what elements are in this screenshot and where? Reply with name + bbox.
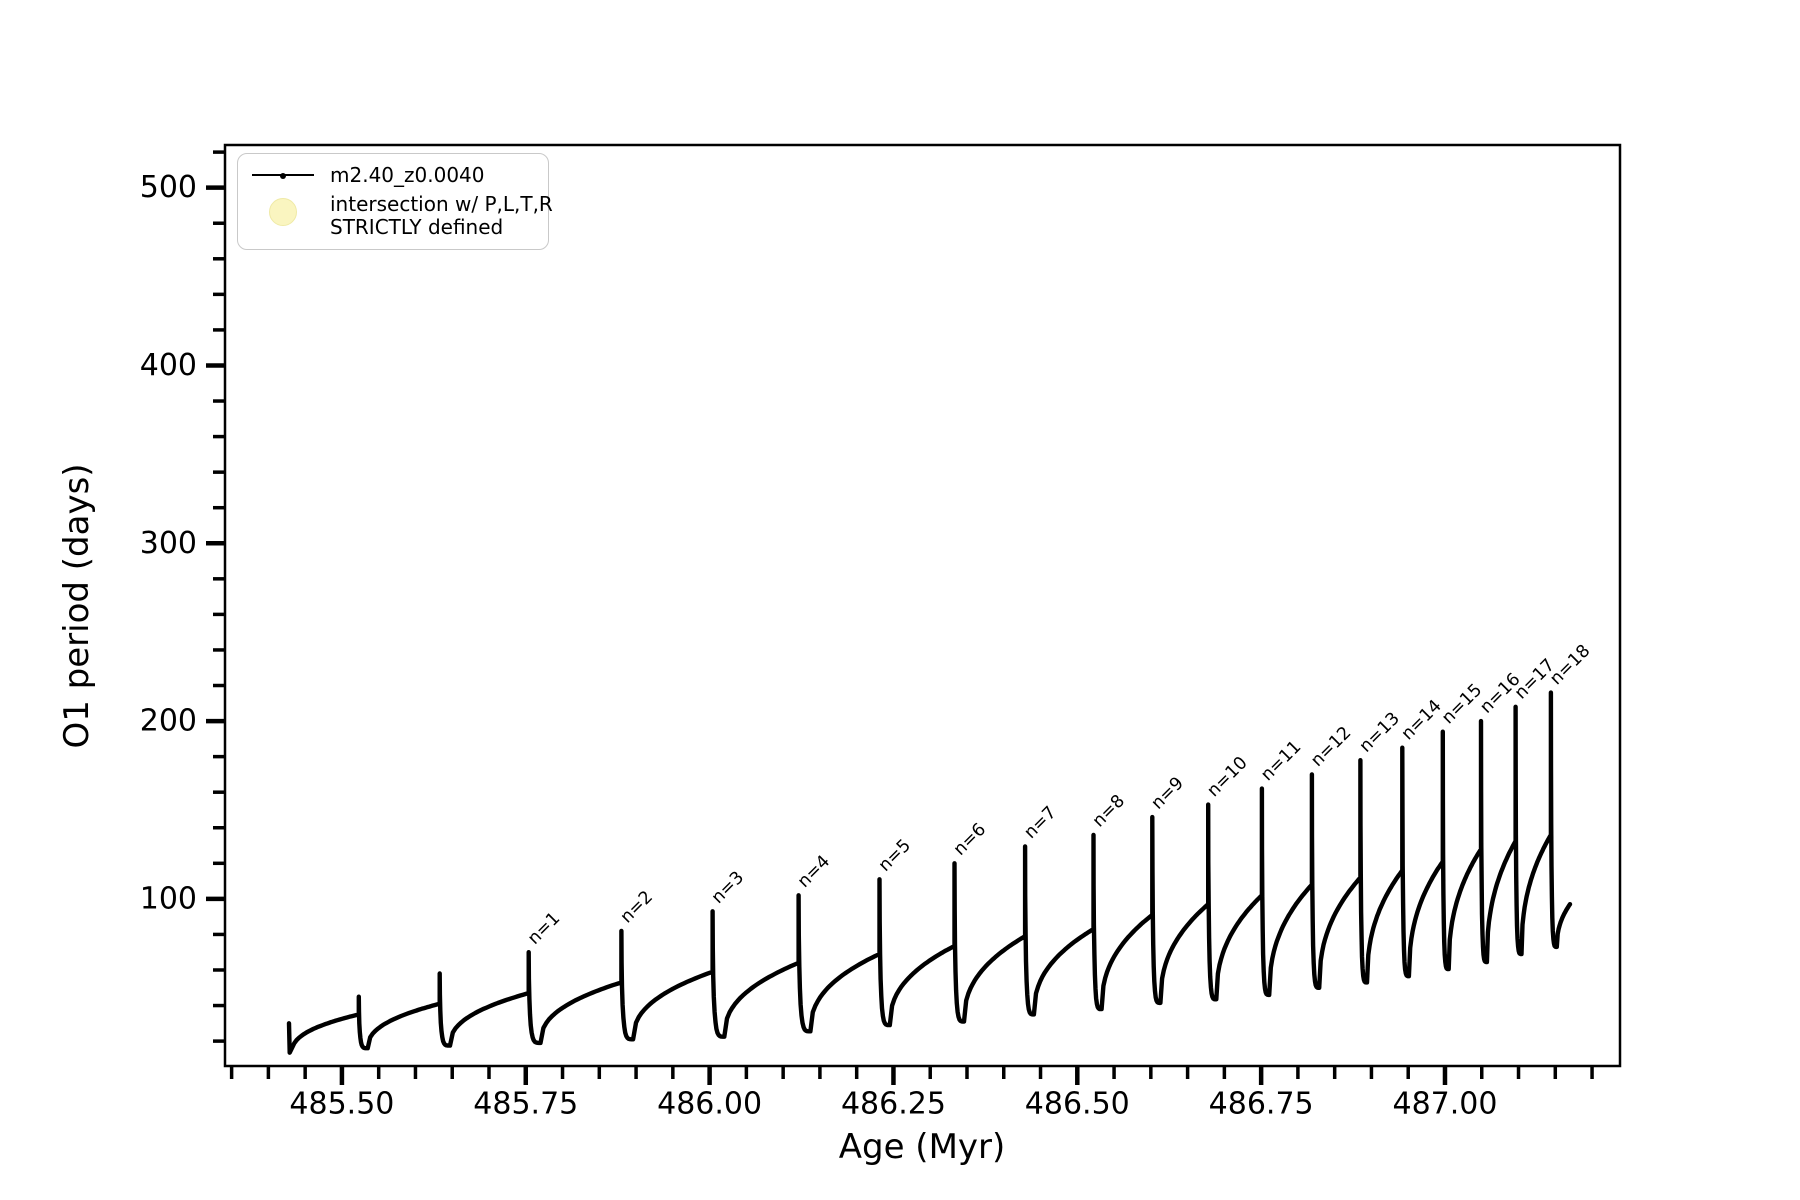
axis-tick-labels: 485.50 485.75 486.00 486.25 486.50 486.75 487.… [140, 170, 1498, 1121]
x-tick-label: 486.75 [1209, 1087, 1314, 1122]
legend-intersection-line2: STRICTLY defined [330, 215, 504, 239]
spike-label: n=12 [1307, 723, 1355, 771]
x-tick-label: 486.00 [657, 1087, 762, 1122]
spike-labels: n=1n=2 n=3 n=4 n=5 n=6 n=7 n=8 n=9 n=10 n=11 n=12 n… [524, 641, 1594, 949]
spike-label: n=2 [617, 887, 657, 927]
x-tick-label: 485.50 [289, 1087, 394, 1122]
y-axis-label: O1 period (days) [57, 463, 97, 748]
spike-label: n=3 [708, 868, 748, 908]
x-tick-label: 485.75 [473, 1087, 578, 1122]
y-tick-label: 200 [140, 704, 197, 739]
spike-label: n=5 [875, 836, 915, 876]
spike-label: n=1 [524, 909, 564, 949]
spike-label: n=11 [1257, 737, 1305, 785]
legend: m2.40_z0.0040 intersection w/ P,L,T,R ST… [237, 153, 553, 250]
spike-label: n=13 [1356, 709, 1404, 757]
line-marker-icon [250, 163, 316, 187]
spike-label: n=4 [794, 852, 834, 892]
series-group [286, 690, 1573, 1055]
axis-ticks [206, 150, 1594, 1085]
plot-frame [223, 143, 1622, 1068]
spike-label: n=8 [1089, 791, 1129, 831]
spike-label: n=9 [1148, 773, 1188, 813]
legend-series-label: m2.40_z0.0040 [330, 162, 485, 187]
x-tick-label: 486.25 [841, 1087, 946, 1122]
y-tick-label: 300 [140, 526, 197, 561]
legend-intersection-line1: intersection w/ P,L,T,R [330, 192, 553, 216]
spike-label: n=10 [1204, 753, 1252, 801]
y-tick-label: 400 [140, 348, 197, 383]
legend-intersection-label: intersection w/ P,L,T,R STRICTLY defined [330, 193, 553, 239]
y-tick-label: 100 [140, 881, 197, 916]
spike-label: n=7 [1020, 803, 1060, 843]
legend-entry-intersection: intersection w/ P,L,T,R STRICTLY defined [250, 193, 553, 239]
x-axis-label: Age (Myr) [839, 1127, 1006, 1167]
circle-marker-icon [250, 193, 316, 226]
legend-entry-series: m2.40_z0.0040 [250, 163, 536, 187]
spike-label: n=6 [950, 820, 990, 860]
series-line [286, 690, 1573, 1055]
x-tick-label: 487.00 [1392, 1087, 1497, 1122]
x-tick-label: 486.50 [1025, 1087, 1130, 1122]
spike-label: n=14 [1398, 696, 1446, 744]
y-tick-label: 500 [140, 170, 197, 205]
